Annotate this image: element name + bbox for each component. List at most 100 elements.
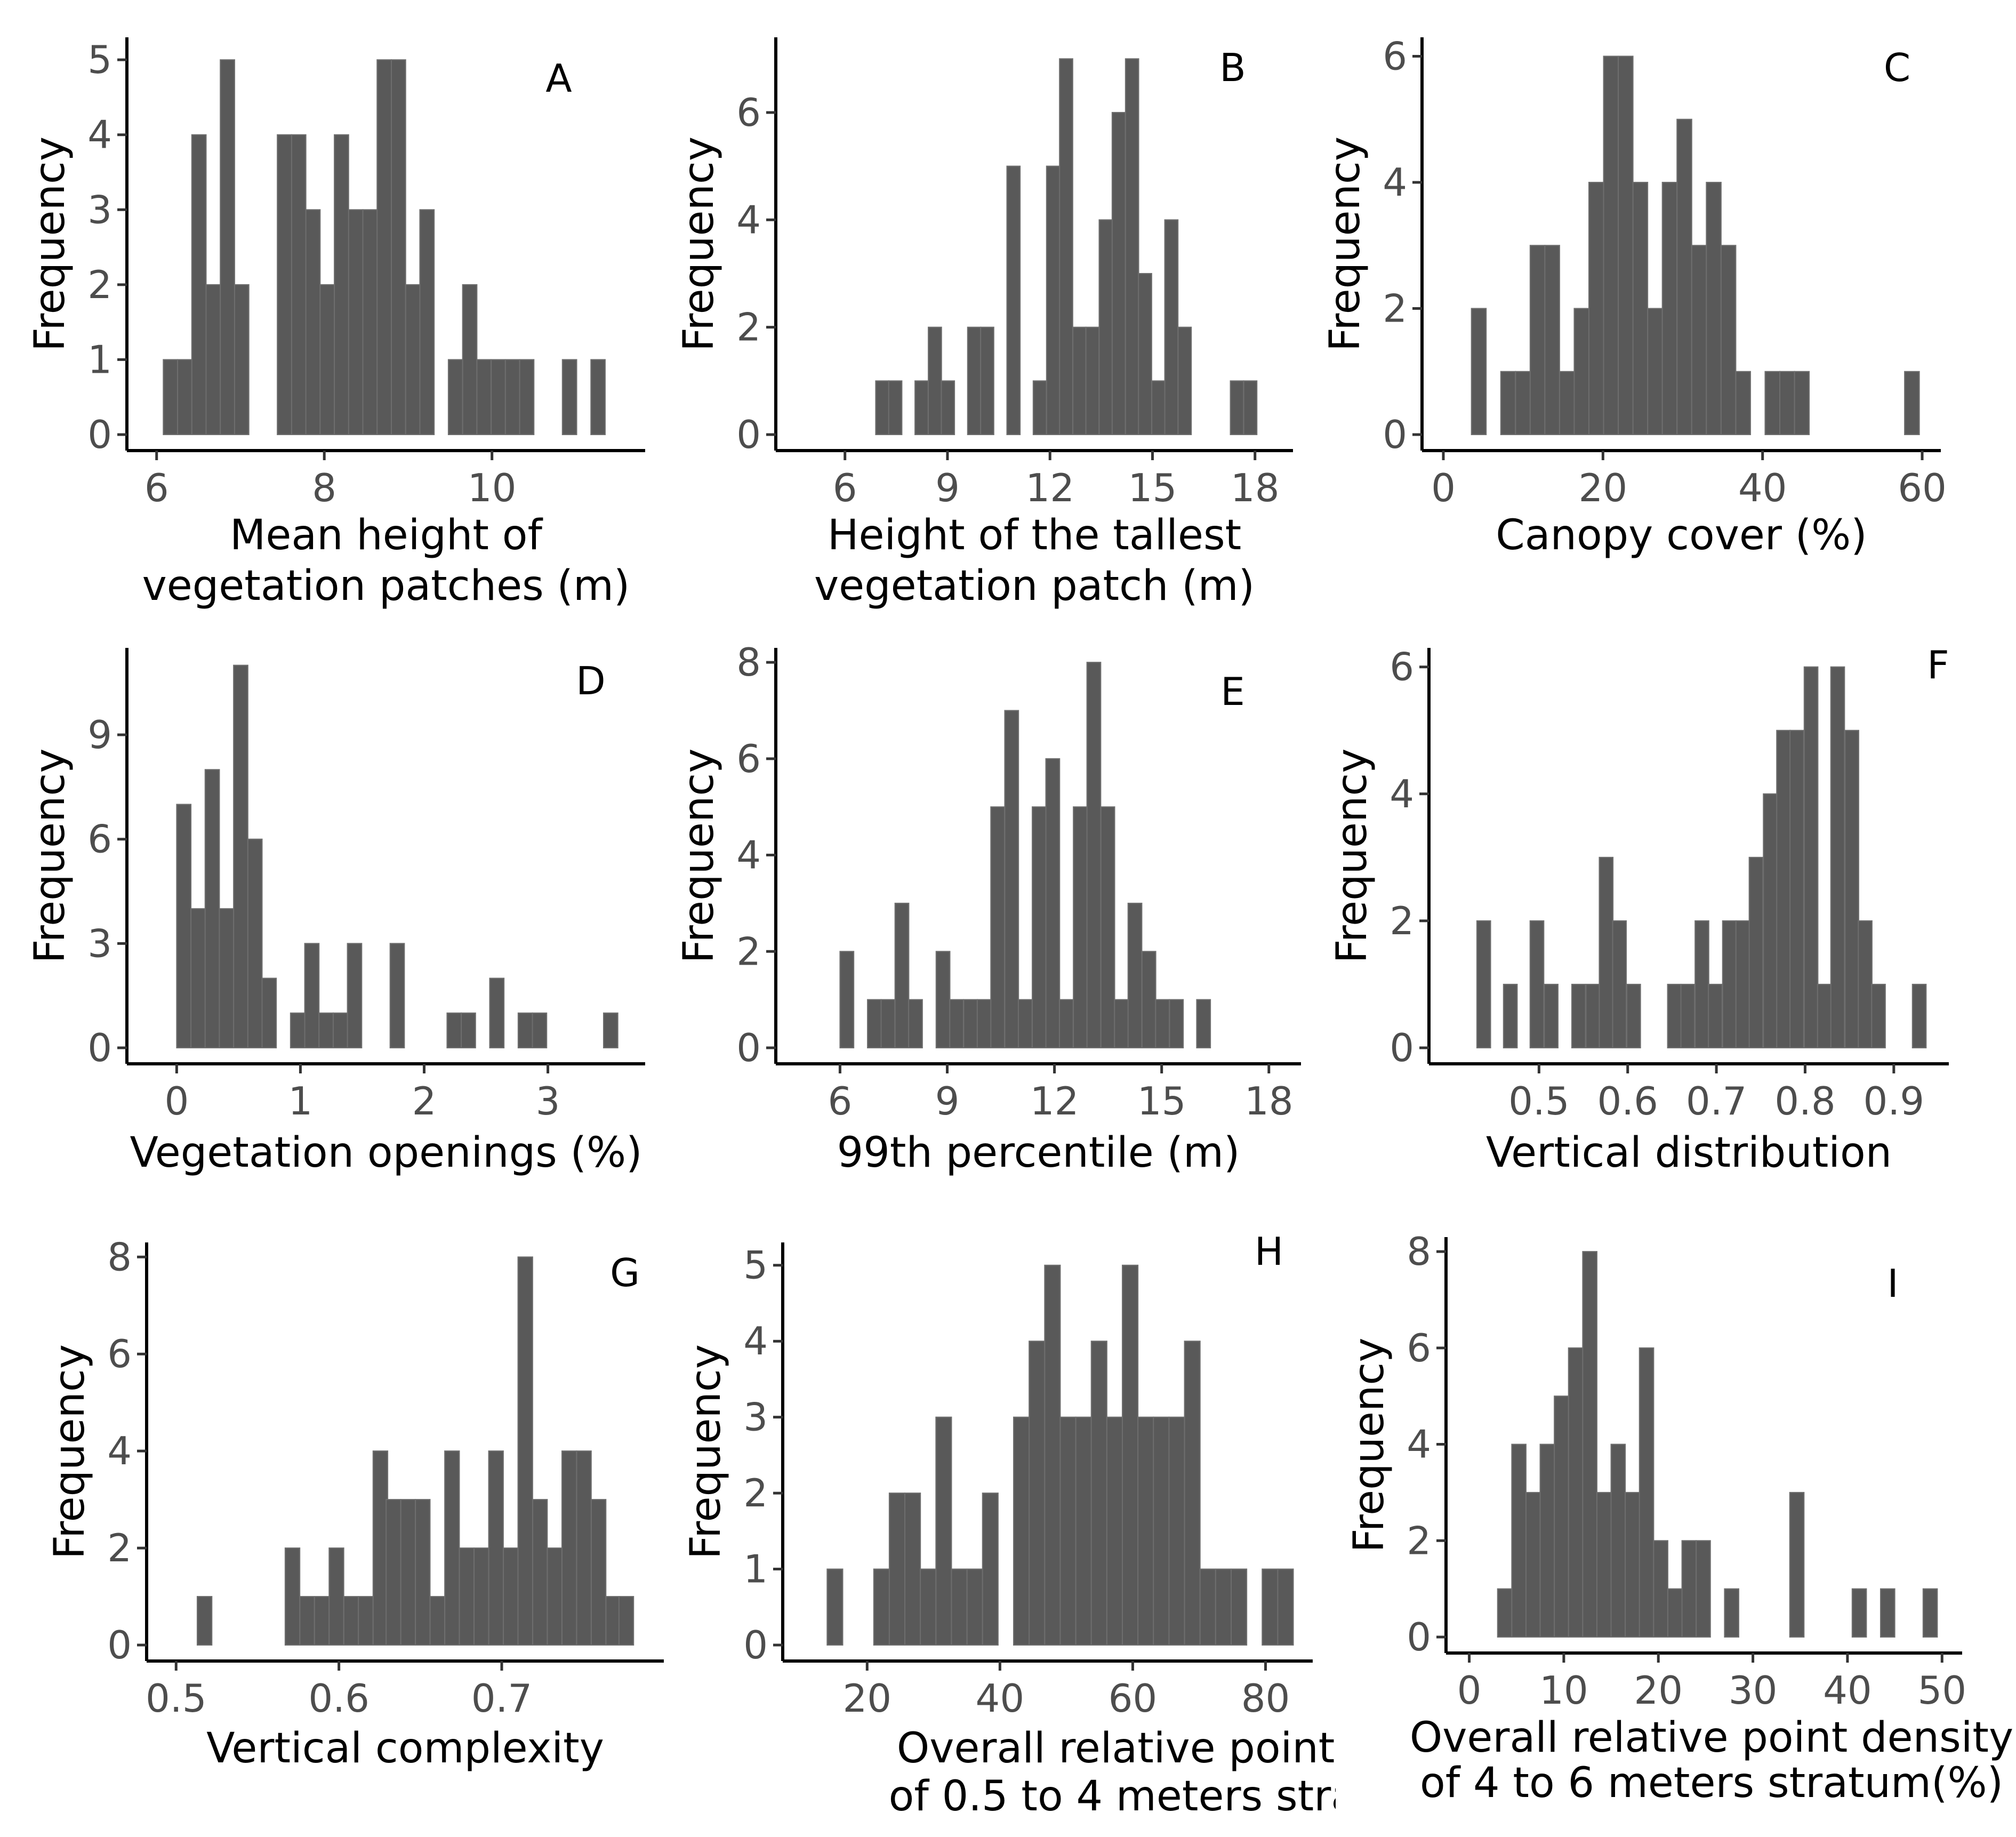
panel-letter: F	[1927, 643, 1949, 687]
histogram-bar	[1196, 999, 1211, 1048]
histogram-bar	[618, 1596, 634, 1646]
histogram-bar	[1904, 371, 1920, 435]
histogram-bar	[888, 380, 903, 436]
histogram-bar	[1029, 1341, 1046, 1646]
x-tick-label: 6	[833, 466, 857, 510]
x-tick-label: 12	[1025, 466, 1074, 510]
y-axis-title: Frequency	[675, 749, 723, 964]
histogram-bar	[904, 1493, 921, 1646]
histogram-bar	[914, 380, 929, 436]
histogram-bar	[1045, 758, 1061, 1048]
histogram-bar	[1922, 1588, 1938, 1638]
histogram-bar	[385, 1499, 401, 1646]
x-axis-title: of 4 to 6 meters stratum(%)	[1420, 1759, 2003, 1807]
histogram-bar	[372, 1450, 389, 1646]
y-tick-label: 3	[743, 1395, 768, 1440]
histogram-bar	[873, 1568, 890, 1646]
bars	[826, 1264, 1294, 1646]
histogram-bar	[1032, 806, 1047, 1048]
y-tick-label: 3	[87, 187, 112, 232]
histogram-bar	[517, 1012, 533, 1048]
histogram-bar	[461, 1012, 476, 1048]
histogram-bar	[1127, 902, 1143, 1048]
histogram-bar	[826, 1568, 844, 1646]
x-tick-label: 40	[1738, 466, 1787, 510]
histogram-bar	[1720, 245, 1737, 435]
histogram-bar	[1100, 806, 1115, 1048]
histogram-bar	[1215, 1568, 1232, 1646]
histogram-bar	[1044, 1264, 1061, 1646]
histogram-bar	[1618, 55, 1634, 435]
histogram-bar	[462, 284, 478, 435]
histogram-bar	[1667, 983, 1682, 1049]
bars	[839, 662, 1211, 1048]
histogram-bar	[1610, 1443, 1626, 1638]
y-tick-label: 0	[107, 1623, 132, 1667]
histogram-bar	[1515, 371, 1531, 435]
panel-letter: H	[1255, 1229, 1283, 1274]
y-tick-label: 6	[1389, 645, 1414, 689]
histogram-bar	[389, 943, 405, 1048]
x-axis-title: 99th percentile (m)	[837, 1129, 1240, 1177]
histogram-bar	[1708, 983, 1723, 1049]
histogram-bar	[1151, 380, 1166, 436]
x-tick-label: 0.9	[1864, 1079, 1925, 1124]
y-tick-label: 6	[1383, 34, 1407, 78]
histogram-bar	[561, 1450, 577, 1646]
y-tick-label: 9	[87, 712, 112, 757]
panel-letter: B	[1219, 45, 1246, 90]
x-tick-label: 0	[164, 1079, 189, 1124]
y-tick-label: 2	[1383, 286, 1407, 331]
y-tick-label: 6	[736, 736, 761, 781]
histogram-bar	[1106, 1416, 1123, 1646]
y-axis-title: Frequency	[26, 749, 74, 964]
histogram-bar	[1789, 1491, 1805, 1638]
histogram-bar	[1539, 1443, 1555, 1638]
histogram-bar	[376, 59, 392, 436]
histogram-bar	[1676, 118, 1692, 435]
y-tick-label: 1	[743, 1547, 768, 1592]
histogram-bar	[949, 999, 964, 1048]
histogram-bar	[1794, 371, 1810, 435]
histogram-bar	[967, 326, 982, 435]
y-tick-label: 0	[736, 412, 761, 457]
histogram-bar	[1880, 1588, 1895, 1638]
histogram-bar	[358, 1596, 374, 1646]
x-axis-title: Vertical distribution	[1486, 1129, 1892, 1177]
histogram-bar	[1230, 380, 1244, 436]
histogram-bar	[1554, 1395, 1569, 1638]
y-tick-label: 4	[107, 1429, 132, 1473]
histogram-bar	[314, 1596, 330, 1646]
histogram-bar	[1653, 1540, 1668, 1638]
x-axis-title: Vegetation openings (%)	[130, 1129, 642, 1177]
y-tick-label: 4	[1383, 160, 1407, 205]
histogram-bar	[1817, 983, 1832, 1049]
histogram-bar	[219, 908, 235, 1049]
histogram-bar	[547, 1547, 563, 1646]
panel-letter: G	[610, 1250, 640, 1295]
histogram-bar	[1588, 181, 1604, 435]
histogram-bar	[1706, 181, 1722, 435]
histogram-panel-f: 0 2 4 6 0.5 0.6 0.7 0.8 0.9 Frequency Vertical dis…	[1328, 643, 1949, 1177]
x-tick-label: 0.8	[1774, 1079, 1836, 1124]
panel-letter: E	[1220, 669, 1245, 714]
bars	[1497, 1251, 1938, 1638]
histogram-bar	[532, 1012, 548, 1048]
x-tick-label: 9	[935, 466, 960, 510]
histogram-bar	[1476, 920, 1491, 1049]
histogram-bar	[1568, 1347, 1584, 1638]
histogram-bar	[290, 1012, 306, 1048]
histogram-bar	[1471, 308, 1487, 435]
y-tick-label: 4	[736, 197, 761, 242]
histogram-bar	[220, 59, 235, 436]
histogram-bar	[1511, 1443, 1527, 1638]
histogram-bar	[951, 1568, 968, 1646]
histogram-bar	[191, 134, 207, 436]
x-tick-label: 10	[1539, 1668, 1588, 1713]
histogram-bar	[1612, 920, 1627, 1049]
histogram-bar	[415, 1499, 431, 1646]
histogram-bar	[205, 284, 221, 435]
histogram-bar	[1141, 951, 1156, 1048]
